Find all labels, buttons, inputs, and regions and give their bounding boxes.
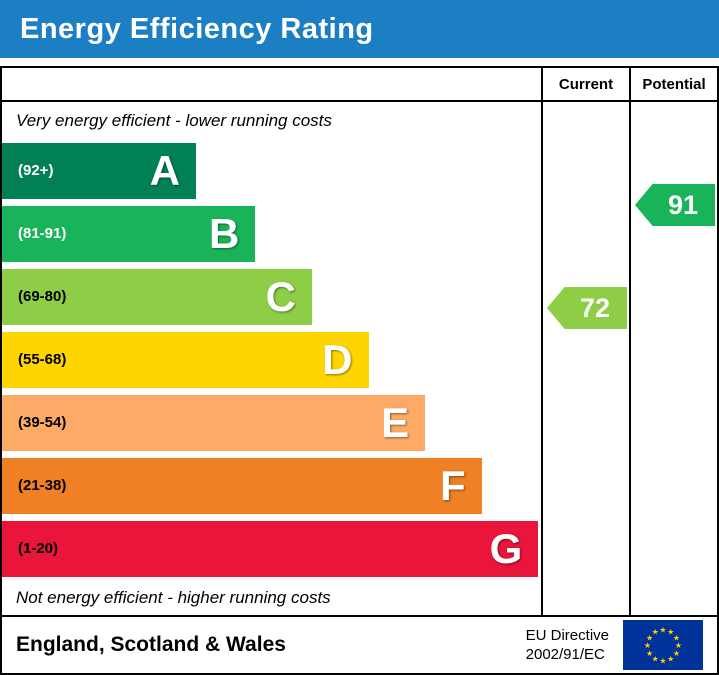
svg-text:★: ★ bbox=[659, 657, 666, 666]
band-letter-a: A bbox=[149, 146, 181, 194]
svg-text:★: ★ bbox=[659, 626, 666, 635]
band-bar-c: (69-80) C bbox=[2, 268, 312, 325]
band-bar-e: (39-54) E bbox=[2, 394, 426, 451]
svg-text:★: ★ bbox=[673, 649, 680, 658]
eu-flag-icon: ★ ★ ★ ★ ★ ★ ★ ★ ★ ★ ★ ★ bbox=[623, 620, 703, 670]
band-bar-f: (21-38) F bbox=[2, 457, 482, 514]
band-range-a: (92+) bbox=[18, 162, 54, 179]
eu-directive-line2: 2002/91/EC bbox=[525, 646, 605, 663]
potential-score-pointer: 91 bbox=[635, 184, 715, 226]
band-letter-c: C bbox=[265, 272, 296, 320]
potential-pointer-area: 91 bbox=[631, 102, 717, 615]
current-column: Current 72 bbox=[541, 68, 629, 615]
band-letter-g: G bbox=[489, 524, 523, 572]
band-range-d: (55-68) bbox=[18, 351, 67, 368]
band-range-f: (21-38) bbox=[18, 477, 67, 494]
current-column-header: Current bbox=[543, 68, 629, 102]
footer: England, Scotland & Wales EU Directive 2… bbox=[2, 615, 717, 673]
current-pointer-area: 72 bbox=[543, 102, 629, 615]
svg-text:★: ★ bbox=[652, 654, 659, 663]
svg-text:★: ★ bbox=[675, 641, 682, 650]
page-title: Energy Efficiency Rating bbox=[20, 12, 374, 45]
band-bar-d: (55-68) D bbox=[2, 331, 369, 388]
band-range-e: (39-54) bbox=[18, 414, 67, 431]
band-bar-b: (81-91) B bbox=[2, 205, 256, 262]
potential-column-header: Potential bbox=[631, 68, 717, 102]
current-score-pointer: 72 bbox=[547, 287, 627, 329]
svg-text:★: ★ bbox=[646, 649, 653, 658]
svg-text:★: ★ bbox=[673, 633, 680, 642]
svg-text:★: ★ bbox=[652, 628, 659, 637]
svg-text:★: ★ bbox=[667, 628, 674, 637]
band-row-g: (1-20) G bbox=[2, 517, 541, 580]
rating-chart: Very energy efficient - lower running co… bbox=[0, 66, 719, 675]
title-bar: Energy Efficiency Rating bbox=[0, 0, 719, 58]
bands-column: Very energy efficient - lower running co… bbox=[2, 68, 541, 615]
bottom-note: Not energy efficient - higher running co… bbox=[16, 587, 331, 607]
chart-section: Very energy efficient - lower running co… bbox=[2, 68, 717, 615]
band-range-b: (81-91) bbox=[18, 225, 67, 242]
band-row-d: (55-68) D bbox=[2, 328, 541, 391]
band-range-c: (69-80) bbox=[18, 288, 67, 305]
potential-column: Potential 91 bbox=[629, 68, 717, 615]
band-row-b: (81-91) B bbox=[2, 202, 541, 265]
region-label: England, Scotland & Wales bbox=[16, 633, 286, 656]
band-letter-e: E bbox=[381, 398, 410, 446]
eu-directive-line1: EU Directive bbox=[525, 626, 609, 644]
svg-text:★: ★ bbox=[667, 654, 674, 663]
band-row-c: (69-80) C bbox=[2, 265, 541, 328]
svg-text:★: ★ bbox=[644, 641, 651, 650]
band-row-f: (21-38) F bbox=[2, 454, 541, 517]
bands-column-header-spacer bbox=[2, 68, 541, 102]
eu-directive-label: EU Directive 2002/91/EC bbox=[526, 626, 609, 665]
band-letter-b: B bbox=[208, 209, 240, 257]
band-row-e: (39-54) E bbox=[2, 391, 541, 454]
band-bar-g: (1-20) G bbox=[2, 520, 539, 577]
svg-text:★: ★ bbox=[646, 633, 653, 642]
band-range-g: (1-20) bbox=[18, 540, 59, 557]
top-note: Very energy efficient - lower running co… bbox=[16, 110, 332, 130]
band-letter-d: D bbox=[322, 335, 353, 383]
band-row-a: (92+) A bbox=[2, 139, 541, 202]
band-bar-a: (92+) A bbox=[2, 142, 197, 199]
band-letter-f: F bbox=[440, 461, 466, 509]
